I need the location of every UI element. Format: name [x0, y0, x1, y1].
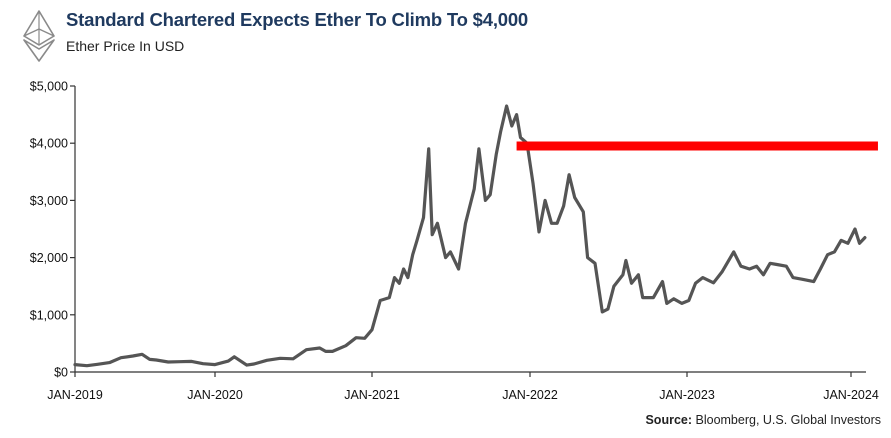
source-label: Source: [645, 413, 693, 427]
x-tick-label: JAN-2024 [823, 388, 879, 402]
chart-subtitle: Ether Price In USD [66, 38, 185, 54]
y-tick-label: $5,000 [30, 80, 68, 94]
y-tick-label: $3,000 [30, 194, 68, 208]
chart-title: Standard Chartered Expects Ether To Clim… [66, 9, 529, 30]
x-tick-label: JAN-2019 [47, 388, 103, 402]
y-tick-label: $1,000 [30, 308, 68, 322]
ether-price-line [73, 104, 867, 368]
source-note: Source: Bloomberg, U.S. Global Investors [645, 413, 881, 427]
y-tick-label: $2,000 [30, 251, 68, 265]
x-tick-label: JAN-2020 [187, 388, 243, 402]
x-tick-label: JAN-2021 [344, 388, 400, 402]
ethereum-icon [22, 10, 56, 62]
x-tick-label: JAN-2022 [502, 388, 558, 402]
source-text: Bloomberg, U.S. Global Investors [695, 413, 882, 427]
y-tick-label: $0 [54, 366, 68, 380]
y-tick-label: $4,000 [30, 137, 68, 151]
x-tick-label: JAN-2023 [659, 388, 715, 402]
